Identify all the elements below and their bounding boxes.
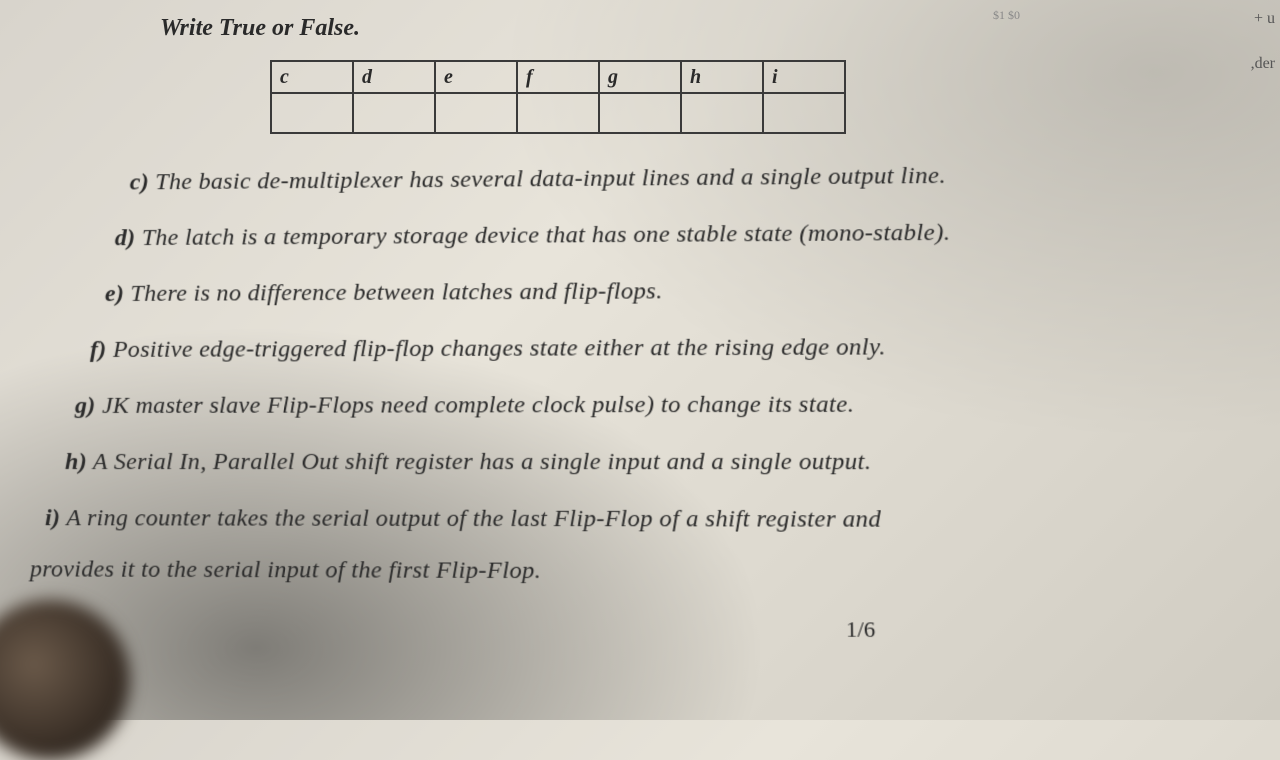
question-e: e) There is no difference between latche… [105,270,1278,312]
question-e-text: There is no difference between latches a… [130,278,662,307]
question-h-text: A Serial In, Parallel Out shift register… [93,449,872,476]
question-i-continuation: provides it to the serial input of the f… [30,551,1280,592]
question-c-label: c) [130,169,149,195]
question-f-text: Positive edge-triggered flip-flop change… [113,334,886,363]
question-d-text: The latch is a temporary storage device … [142,220,951,251]
page-edge-mark-1: + u [1254,10,1275,28]
table-header-c: c [271,61,353,93]
answer-cell-h[interactable] [681,93,763,133]
table-answer-row [271,93,845,133]
instruction-heading: Write True or False. [160,15,1240,42]
question-g: g) JK master slave Flip-Flops need compl… [75,385,1280,424]
answer-table: c d e f g h i [270,60,846,134]
table-header-g: g [599,61,681,93]
table-header-d: d [353,61,435,93]
question-d: d) The latch is a temporary storage devi… [115,212,1277,256]
table-header-i: i [763,61,845,93]
question-g-label: g) [75,393,96,419]
question-i: i) A ring counter takes the serial outpu… [45,500,1280,539]
page-edge-mark-2: ,der [1251,55,1275,73]
question-i-text: A ring counter takes the serial output o… [66,505,881,533]
answer-cell-e[interactable] [435,93,517,133]
question-e-label: e) [105,281,124,307]
table-header-row: c d e f g h i [271,61,845,93]
table-header-f: f [517,61,599,93]
answer-cell-i[interactable] [763,93,845,133]
question-c-text: The basic de-multiplexer has several dat… [155,163,946,196]
answer-cell-f[interactable] [517,93,599,133]
question-h-label: h) [65,449,87,475]
answer-cell-d[interactable] [353,93,435,133]
question-g-text: JK master slave Flip-Flops need complete… [102,391,855,419]
question-c: c) The basic de-multiplexer has several … [130,155,1276,201]
question-h: h) A Serial In, Parallel Out shift regis… [65,443,1280,480]
page-number: 1/6 [445,614,1280,645]
question-f-label: f) [90,337,107,363]
table-header-e: e [435,61,517,93]
question-i-label: i) [45,505,60,531]
questions-block: c) The basic de-multiplexer has several … [60,155,1280,646]
answer-cell-c[interactable] [271,93,353,133]
table-header-h: h [681,61,763,93]
question-d-label: d) [115,225,136,251]
question-f: f) Positive edge-triggered flip-flop cha… [90,327,1279,367]
answer-cell-g[interactable] [599,93,681,133]
